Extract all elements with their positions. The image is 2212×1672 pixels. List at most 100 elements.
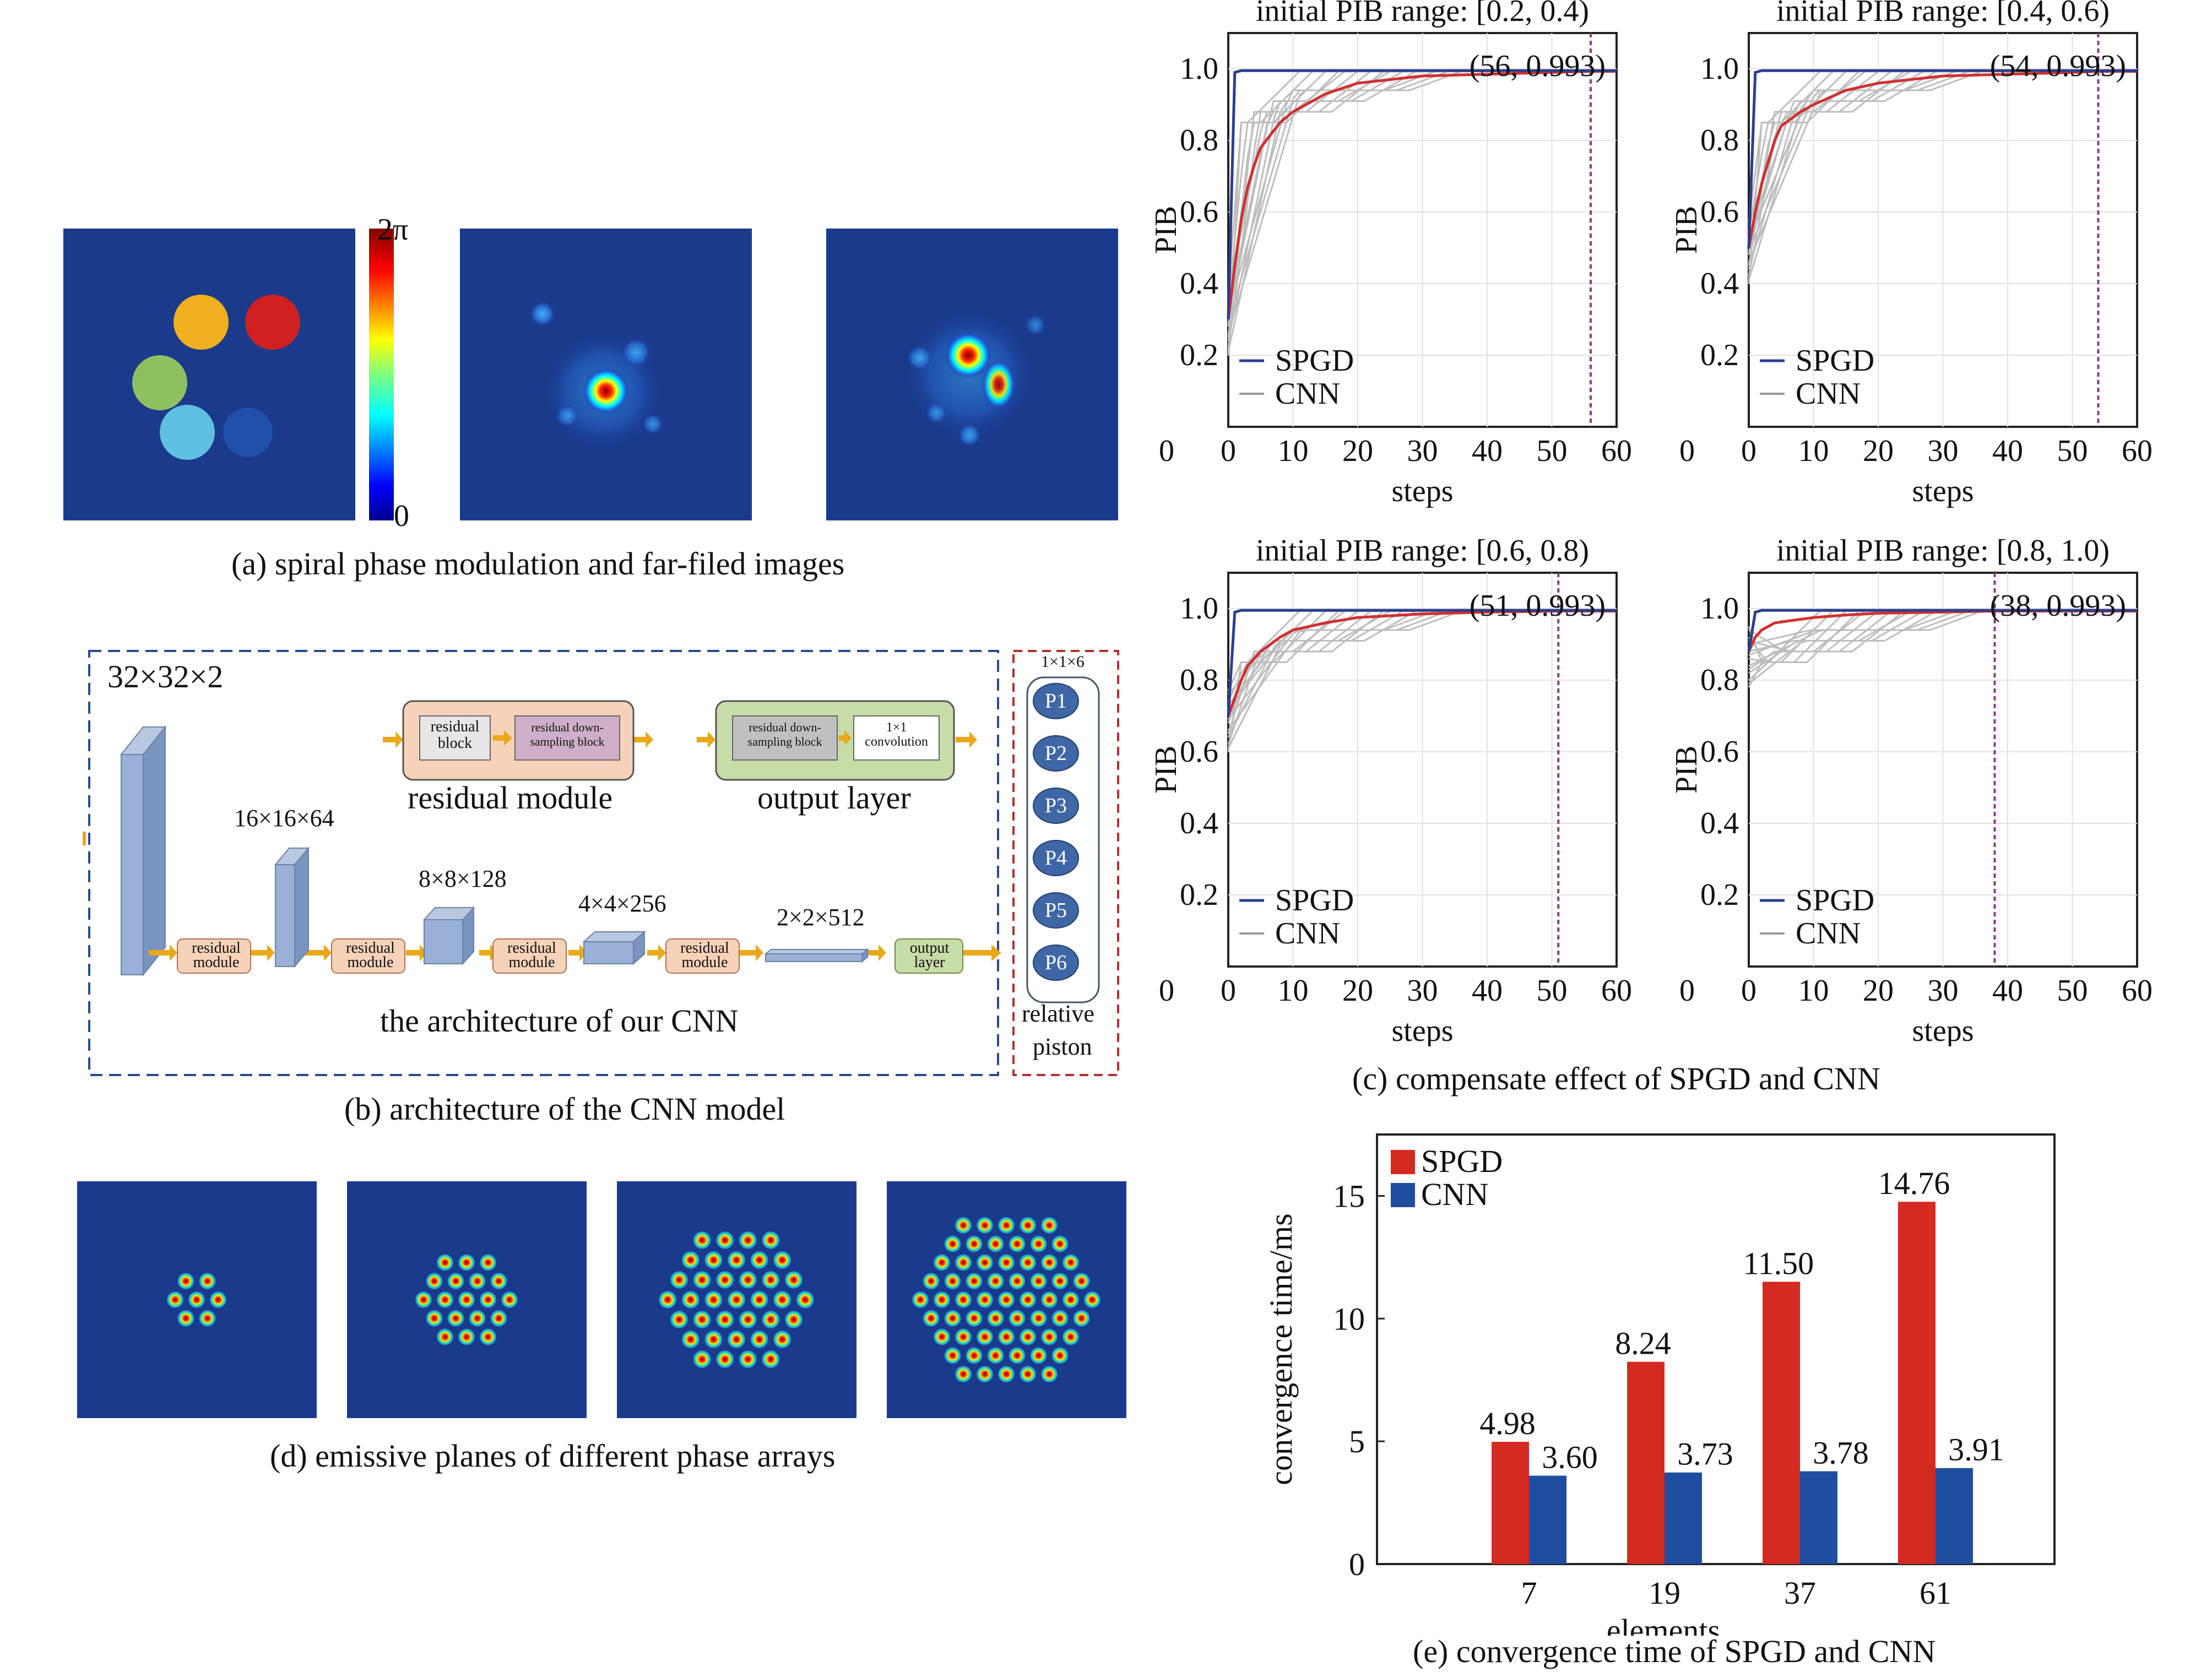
emitter <box>490 1273 507 1290</box>
emitter <box>447 1310 464 1327</box>
emitter <box>681 1251 700 1269</box>
x-tick-label: 10 <box>1278 974 1309 1008</box>
emitter <box>998 1217 1015 1234</box>
dims-label-16: 16×16×64 <box>234 805 334 832</box>
x-axis-label: steps <box>1912 1014 1974 1046</box>
emitter <box>693 1231 711 1249</box>
y-tick-label: 1.0 <box>1180 591 1218 626</box>
emitter <box>750 1291 768 1309</box>
residual-module-title: residual module <box>408 780 613 816</box>
emitter <box>739 1231 757 1249</box>
residual-module-4-label: residual module <box>680 940 729 971</box>
emitter <box>955 1328 972 1345</box>
emitter <box>998 1291 1015 1308</box>
bar-cnn <box>1529 1475 1566 1564</box>
x-tick-label: 60 <box>1601 974 1632 1008</box>
spiral-phase-image <box>63 229 355 520</box>
emitter <box>188 1291 205 1308</box>
cnn-line <box>1747 69 2137 248</box>
emitter <box>1041 1217 1058 1234</box>
emitter <box>437 1291 453 1308</box>
architecture-title: the architecture of our CNN <box>380 1003 739 1039</box>
y-tick-label: 0.6 <box>1180 735 1218 769</box>
panel-c-caption: (c) compensate effect of SPGD and CNN <box>1352 1061 1880 1096</box>
bar-chart-plot: 0 5 10 15 4.983.60 7 8.24 3.73 19 11.50 3.78 37 14.7… <box>1263 1133 2056 1636</box>
emitter <box>923 1310 940 1327</box>
y-tick-label: 1.0 <box>1700 52 1739 86</box>
emitter <box>1020 1328 1036 1345</box>
bar-value-label: 3.78 <box>1813 1435 1869 1471</box>
output-layer-title: output layer <box>757 780 911 816</box>
bar-value-label: 11.50 <box>1743 1245 1814 1281</box>
x-tick-label: 20 <box>1863 434 1894 468</box>
bar-spgd <box>1627 1361 1665 1564</box>
emitter <box>796 1291 814 1309</box>
dims-label-2: 2×2×512 <box>777 904 865 931</box>
emitter <box>1009 1235 1026 1252</box>
x-tick-label: 0 <box>1221 434 1236 468</box>
legend-label-cnn: CNN <box>1275 377 1340 411</box>
y-tick-label: 10 <box>1333 1301 1365 1337</box>
emitter <box>1009 1347 1026 1364</box>
output-layer-block <box>894 938 963 974</box>
emitter <box>944 1273 961 1290</box>
emitter <box>469 1310 486 1327</box>
convergence-annotation: (56, 0.993) <box>1470 49 1606 83</box>
emitter <box>944 1310 961 1327</box>
emitter <box>681 1331 700 1349</box>
emitter <box>773 1331 791 1349</box>
emitter <box>966 1347 983 1364</box>
x-tick-label: 50 <box>1537 434 1568 468</box>
emitter <box>1030 1273 1047 1290</box>
emitter <box>716 1231 734 1249</box>
emitter <box>1073 1310 1090 1327</box>
residual-module-1 <box>177 938 251 974</box>
convergence-annotation: (54, 0.993) <box>1990 49 2126 83</box>
emitter <box>437 1254 453 1271</box>
emitter <box>659 1291 677 1309</box>
dims-label-8: 8×8×128 <box>419 865 507 892</box>
emitter <box>987 1347 1004 1364</box>
spgd-mean-line <box>1227 70 1617 320</box>
legend-label-spgd: SPGD <box>1796 344 1874 378</box>
pib-charts: 0 10 20 30 40 50 60 0.2 0.4 0.6 0.8 1.0 0 (56, 0.993)… <box>1149 0 2153 1046</box>
emitter <box>199 1310 216 1327</box>
piston-label: P5 <box>1044 899 1067 922</box>
emitter <box>693 1311 711 1329</box>
emitter <box>1020 1217 1036 1234</box>
x-tick-label: 10 <box>1798 434 1829 468</box>
emitter <box>490 1310 507 1327</box>
x-tick-label: 7 <box>1521 1575 1537 1611</box>
chart-title: initial PIB range: [0.8, 1.0) <box>1776 534 2110 568</box>
y-tick-label: 0.6 <box>1180 195 1218 229</box>
bar-cnn <box>1935 1468 1973 1564</box>
x-axis-label: elements <box>1607 1613 1720 1636</box>
colorbar-max-label: 2π <box>377 213 409 247</box>
y-tick-label: 5 <box>1349 1424 1365 1459</box>
pib-chart-2: 0 10 20 30 40 50 60 0.2 0.4 0.6 0.8 1.0 0 (54, 0.993)… <box>1669 0 2153 508</box>
architecture-box <box>88 650 999 1076</box>
y-tick-label: 0.6 <box>1700 735 1739 769</box>
panel-b-caption: (b) architecture of the CNN model <box>344 1091 785 1127</box>
piston-2: P2 <box>1033 735 1079 772</box>
residual-module-1-label: residual module <box>192 940 241 971</box>
emitter <box>681 1291 700 1309</box>
chart-title: initial PIB range: [0.4, 0.6) <box>1776 0 2110 28</box>
convergence-annotation: (38, 0.993) <box>1990 589 2126 623</box>
emitter <box>998 1328 1015 1345</box>
emitter <box>944 1347 961 1364</box>
emitter <box>966 1310 983 1327</box>
emitter <box>1020 1291 1036 1308</box>
emitter <box>704 1291 723 1309</box>
emitter <box>934 1291 950 1308</box>
emitter <box>1009 1273 1026 1290</box>
emitter <box>469 1273 486 1290</box>
y-tick-label: 0.4 <box>1700 267 1739 301</box>
emitter <box>987 1310 1004 1327</box>
emitter <box>955 1217 972 1234</box>
phase-arrays <box>77 1181 1126 1418</box>
emitter <box>426 1273 443 1290</box>
emitter <box>693 1271 711 1289</box>
bar-cnn <box>1800 1471 1837 1564</box>
y-tick-label: 0.2 <box>1700 338 1739 372</box>
